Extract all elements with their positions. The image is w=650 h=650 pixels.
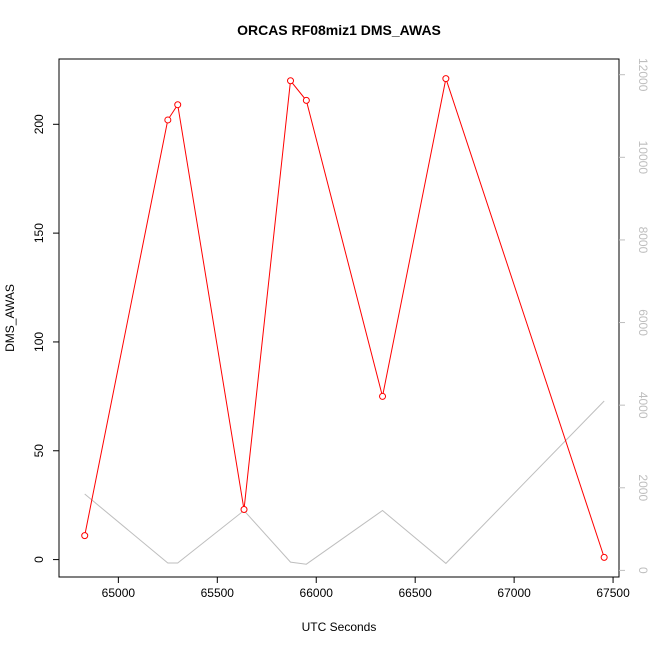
y-tick-label: 200 (32, 114, 46, 134)
secondary-series-line (84, 400, 605, 565)
data-point (442, 75, 450, 83)
chart-title: ORCAS RF08miz1 DMS_AWAS (237, 22, 441, 38)
data-point (302, 96, 310, 104)
y2-tick-label: 10000 (636, 141, 650, 175)
x-tick-label: 65000 (102, 586, 136, 600)
y-axis-label: DMS_AWAS (3, 284, 17, 352)
y-axis: 0 50 100 150 200 (32, 114, 59, 563)
x-axis-label: UTC Seconds (302, 620, 377, 634)
x-tick-label: 66500 (398, 586, 432, 600)
y2-tick-label: 12000 (636, 58, 650, 92)
plot-frame (58, 58, 620, 578)
y2-tick-label: 2000 (636, 474, 650, 501)
dms-awas-series-line (84, 76, 605, 558)
data-point (81, 532, 89, 540)
x-tick-label: 66000 (300, 586, 334, 600)
data-point (240, 506, 248, 514)
y2-tick-label: 8000 (636, 227, 650, 254)
y-tick-label: 150 (32, 223, 46, 243)
data-point (379, 392, 387, 400)
data-point (287, 77, 295, 85)
y-tick-label: 100 (32, 332, 46, 352)
x-tick-label: 67000 (497, 586, 531, 600)
y2-tick-label: 6000 (636, 309, 650, 336)
x-tick-label: 65500 (201, 586, 235, 600)
series-layer (81, 75, 608, 565)
data-point (174, 101, 182, 109)
x-axis: 65000 65500 66000 66500 67000 67500 (102, 577, 630, 600)
data-point (164, 116, 172, 124)
y2-tick-label: 0 (636, 567, 650, 574)
x-tick-label: 67500 (596, 586, 630, 600)
y2-axis: 0 2000 4000 6000 8000 10000 12000 (619, 58, 650, 574)
y-tick-label: 0 (32, 556, 46, 563)
data-point (600, 553, 608, 561)
y2-tick-label: 4000 (636, 392, 650, 419)
y-tick-label: 50 (32, 444, 46, 458)
